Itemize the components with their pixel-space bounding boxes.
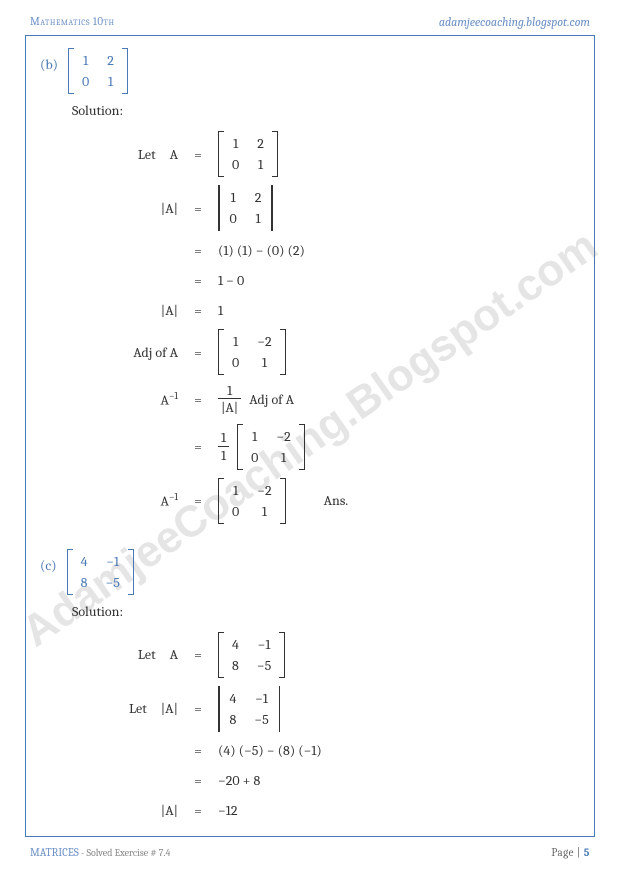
lhs: |A| bbox=[110, 802, 188, 819]
header: Mathematics 10th adamjeecoaching.blogspo… bbox=[30, 15, 590, 29]
solution-label: Solution: bbox=[72, 102, 580, 119]
rhs: 1−201 bbox=[208, 329, 286, 375]
problem-b: (b) 1 2 0 1 Solution: Let A=1201|A|=1201… bbox=[40, 48, 580, 524]
equation-row: |A|= −12 bbox=[110, 800, 580, 822]
equals: = bbox=[188, 742, 208, 759]
cell: −5 bbox=[105, 574, 119, 591]
matrix: 4−18−5 bbox=[218, 632, 285, 678]
lhs: |A| bbox=[110, 200, 188, 217]
rhs: 1−201 Ans. bbox=[208, 478, 348, 524]
footer-exercise: - Solved Exercise # 7.4 bbox=[79, 847, 171, 859]
problem-b-label: (b) bbox=[40, 48, 58, 73]
rhs: 1201 bbox=[208, 185, 273, 231]
problem-c: (c) 4 −1 8 −5 Solution: Let A=4−18−5Let … bbox=[40, 549, 580, 822]
lhs: Let |A| bbox=[110, 700, 188, 717]
matrix: 1−201 bbox=[218, 329, 286, 375]
equation-row: = (4) (−5) − (8) (−1) bbox=[110, 740, 580, 762]
lhs: Adj of A bbox=[110, 344, 188, 361]
equals: = bbox=[188, 438, 208, 455]
rhs: 4−18−5 bbox=[208, 686, 280, 732]
equation-row: Let A= 1201 bbox=[110, 131, 580, 177]
equation-row: = (1) (1) − (0) (2) bbox=[110, 239, 580, 261]
problem-c-steps: Let A=4−18−5Let |A|=4−18−5=(4) (−5) − (8… bbox=[110, 632, 580, 822]
rhs: −20 + 8 bbox=[208, 772, 260, 789]
expr: 1 bbox=[218, 302, 223, 319]
equation-row: Let |A|= 4−18−5 bbox=[110, 686, 580, 732]
problem-c-header: (c) 4 −1 8 −5 bbox=[40, 549, 580, 595]
equals: = bbox=[188, 200, 208, 217]
footer-chapter: MATRICES bbox=[30, 846, 79, 859]
problem-c-matrix: 4 −1 8 −5 bbox=[67, 549, 134, 595]
rhs: −12 bbox=[208, 802, 237, 819]
header-subject: Mathematics 10th bbox=[30, 15, 115, 29]
problem-c-label: (c) bbox=[40, 549, 57, 574]
footer-title: MATRICES - Solved Exercise # 7.4 bbox=[30, 846, 170, 859]
rhs: 1 − 0 bbox=[208, 272, 244, 289]
fraction: 11 bbox=[218, 430, 229, 463]
matrix: 1−201 bbox=[237, 424, 305, 470]
expr: 1 − 0 bbox=[218, 272, 244, 289]
equation-row: Let A= 4−18−5 bbox=[110, 632, 580, 678]
problem-b-header: (b) 1 2 0 1 bbox=[40, 48, 580, 94]
page-label: Page | bbox=[551, 846, 581, 859]
cell: 1 bbox=[82, 52, 89, 69]
equals: = bbox=[188, 802, 208, 819]
determinant: 1201 bbox=[218, 185, 273, 231]
equals: = bbox=[188, 272, 208, 289]
cell: 1 bbox=[107, 73, 114, 90]
equals: = bbox=[188, 700, 208, 717]
rhs: 1|A| Adj of A bbox=[208, 383, 294, 416]
equals: = bbox=[188, 772, 208, 789]
equals: = bbox=[188, 242, 208, 259]
equals: = bbox=[188, 492, 208, 509]
rhs: (1) (1) − (0) (2) bbox=[208, 242, 305, 259]
expr: (1) (1) − (0) (2) bbox=[218, 242, 305, 259]
header-url: adamjeecoaching.blogspot.com bbox=[439, 15, 590, 29]
fraction: 1|A| bbox=[218, 383, 241, 416]
equation-row: Adj of A= 1−201 bbox=[110, 329, 580, 375]
equals: = bbox=[188, 646, 208, 663]
lhs: A−1 bbox=[110, 491, 188, 510]
footer-page: Page | 5 bbox=[551, 846, 590, 859]
cell: 8 bbox=[81, 574, 88, 591]
expr: −20 + 8 bbox=[218, 772, 260, 789]
equation-row: |A|= 1 bbox=[110, 299, 580, 321]
cell: 4 bbox=[81, 553, 88, 570]
equation-row: = −20 + 8 bbox=[110, 770, 580, 792]
solution-label: Solution: bbox=[72, 603, 580, 620]
lhs: A−1 bbox=[110, 390, 188, 409]
footer: MATRICES - Solved Exercise # 7.4 Page | … bbox=[30, 846, 590, 859]
lhs: Let A bbox=[110, 146, 188, 163]
matrix: 1−201 bbox=[218, 478, 286, 524]
equation-row: A−1=1|A| Adj of A bbox=[110, 383, 580, 416]
determinant: 4−18−5 bbox=[218, 686, 280, 732]
lhs: Let A bbox=[110, 646, 188, 663]
problem-b-steps: Let A=1201|A|=1201=(1) (1) − (0) (2)=1 −… bbox=[110, 131, 580, 524]
rhs: 11 1−201 bbox=[208, 424, 305, 470]
cell: 0 bbox=[82, 73, 89, 90]
equation-row: = 1 − 0 bbox=[110, 269, 580, 291]
rhs: (4) (−5) − (8) (−1) bbox=[208, 742, 322, 759]
equation-row: |A|= 1201 bbox=[110, 185, 580, 231]
expr: −12 bbox=[218, 802, 237, 819]
cell: −1 bbox=[105, 553, 119, 570]
lhs: |A| bbox=[110, 302, 188, 319]
cell: 2 bbox=[107, 52, 114, 69]
equation-row: =11 1−201 bbox=[110, 424, 580, 470]
equals: = bbox=[188, 344, 208, 361]
content-body: (b) 1 2 0 1 Solution: Let A=1201|A|=1201… bbox=[40, 48, 580, 822]
equals: = bbox=[188, 146, 208, 163]
rhs: 1201 bbox=[208, 131, 278, 177]
problem-b-matrix: 1 2 0 1 bbox=[68, 48, 128, 94]
rhs: 4−18−5 bbox=[208, 632, 285, 678]
equals: = bbox=[188, 391, 208, 408]
equation-row: A−1=1−201 Ans. bbox=[110, 478, 580, 524]
rhs: 1 bbox=[208, 302, 223, 319]
expr: (4) (−5) − (8) (−1) bbox=[218, 742, 322, 759]
page: Mathematics 10th adamjeecoaching.blogspo… bbox=[0, 0, 620, 877]
answer-label: Ans. bbox=[324, 492, 349, 509]
equals: = bbox=[188, 302, 208, 319]
matrix: 1201 bbox=[218, 131, 278, 177]
page-number: 5 bbox=[584, 846, 590, 859]
